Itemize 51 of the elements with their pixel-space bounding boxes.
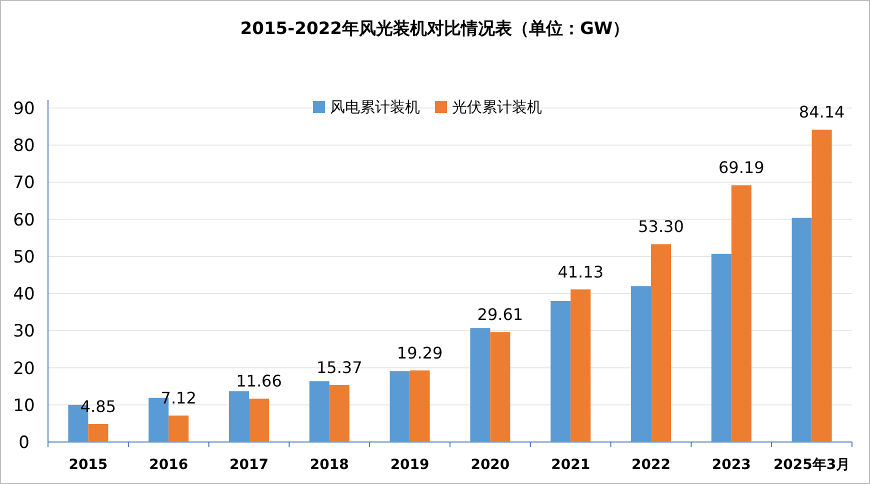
bar bbox=[229, 391, 249, 442]
bar bbox=[812, 130, 832, 442]
data-label: 7.12 bbox=[160, 388, 196, 408]
y-tick-label: 70 bbox=[13, 173, 35, 194]
bar bbox=[570, 289, 591, 442]
y-tick-label: 50 bbox=[13, 247, 35, 268]
y-tick-label: 0 bbox=[18, 433, 30, 453]
bar bbox=[631, 286, 651, 442]
data-label: 29.61 bbox=[477, 305, 524, 324]
x-tick-label: 2018 bbox=[310, 457, 349, 473]
x-tick-label: 2017 bbox=[230, 457, 268, 473]
x-tick-label: 2019 bbox=[390, 457, 430, 473]
x-tick-label: 2020 bbox=[470, 457, 510, 473]
bar bbox=[550, 300, 571, 442]
data-label: 11.66 bbox=[236, 372, 282, 391]
legend-label: 风电累计装机 bbox=[330, 98, 420, 116]
y-tick-label: 90 bbox=[13, 99, 35, 119]
y-tick-label: 30 bbox=[13, 322, 35, 342]
x-tick-label: 2015 bbox=[68, 457, 108, 473]
bar bbox=[711, 254, 732, 442]
data-label: 41.13 bbox=[558, 262, 604, 282]
bar bbox=[309, 381, 330, 442]
legend-label: 光伏累计装机 bbox=[452, 98, 542, 116]
data-label: 53.30 bbox=[638, 217, 684, 236]
y-tick-label: 10 bbox=[13, 396, 35, 416]
bar bbox=[249, 398, 269, 442]
x-tick-label: 2016 bbox=[149, 457, 188, 473]
bar bbox=[329, 384, 350, 442]
data-label: 84.14 bbox=[798, 102, 845, 122]
bar bbox=[88, 424, 108, 442]
x-tick-label: 2021 bbox=[551, 457, 590, 473]
bar bbox=[470, 328, 490, 442]
x-tick-label: 2022 bbox=[632, 457, 670, 473]
y-tick-label: 80 bbox=[13, 136, 35, 156]
chart-title: 2015-2022年风光装机对比情况表（单位：GW） bbox=[240, 19, 630, 39]
data-label: 15.37 bbox=[316, 358, 362, 377]
bar bbox=[490, 332, 510, 442]
y-tick-label: 20 bbox=[13, 358, 35, 379]
bar bbox=[731, 185, 752, 442]
data-label: 4.85 bbox=[80, 397, 116, 416]
bar bbox=[390, 371, 410, 442]
data-label: 19.29 bbox=[396, 343, 443, 362]
data-label: 69.19 bbox=[718, 158, 764, 178]
y-tick-label: 40 bbox=[13, 284, 35, 305]
bar bbox=[410, 370, 430, 442]
y-tick-label: 60 bbox=[13, 210, 35, 230]
x-tick-label: 2023 bbox=[712, 457, 751, 473]
x-tick-label: 2025年3月 bbox=[773, 457, 850, 473]
bar bbox=[168, 416, 189, 442]
bar bbox=[651, 244, 671, 442]
bar bbox=[792, 218, 812, 442]
